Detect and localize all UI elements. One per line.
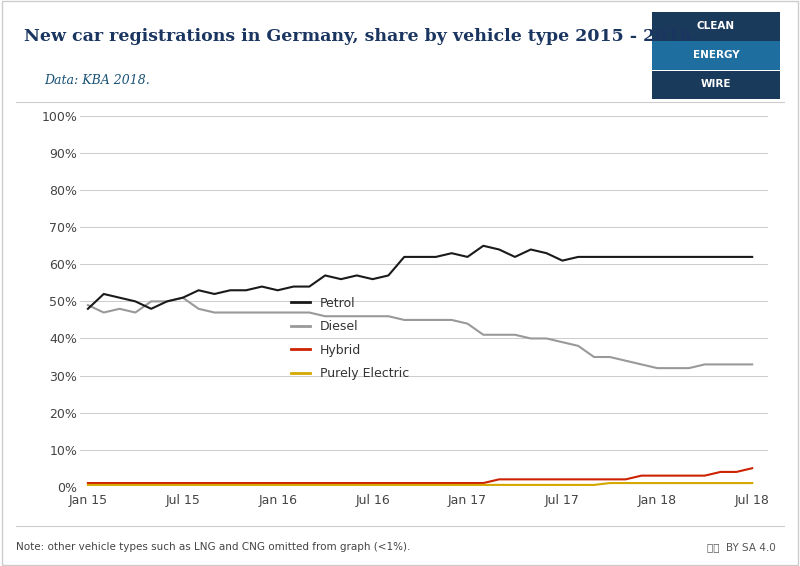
Text: CLEAN: CLEAN [697,21,735,31]
Legend: Petrol, Diesel, Hybrid, Purely Electric: Petrol, Diesel, Hybrid, Purely Electric [286,291,414,385]
Text: ⒸⓈ  BY SA 4.0: ⒸⓈ BY SA 4.0 [707,542,776,552]
Bar [652,71,780,99]
Text: New car registrations in Germany, share by vehicle type 2015 - 2018.: New car registrations in Germany, share … [24,28,698,45]
Bar [652,41,780,70]
Text: WIRE: WIRE [701,79,731,89]
Text: ENERGY: ENERGY [693,50,739,60]
Text: Data: KBA 2018.: Data: KBA 2018. [44,74,150,87]
Text: Note: other vehicle types such as LNG and CNG omitted from graph (<1%).: Note: other vehicle types such as LNG an… [16,542,410,552]
Bar [652,12,780,41]
